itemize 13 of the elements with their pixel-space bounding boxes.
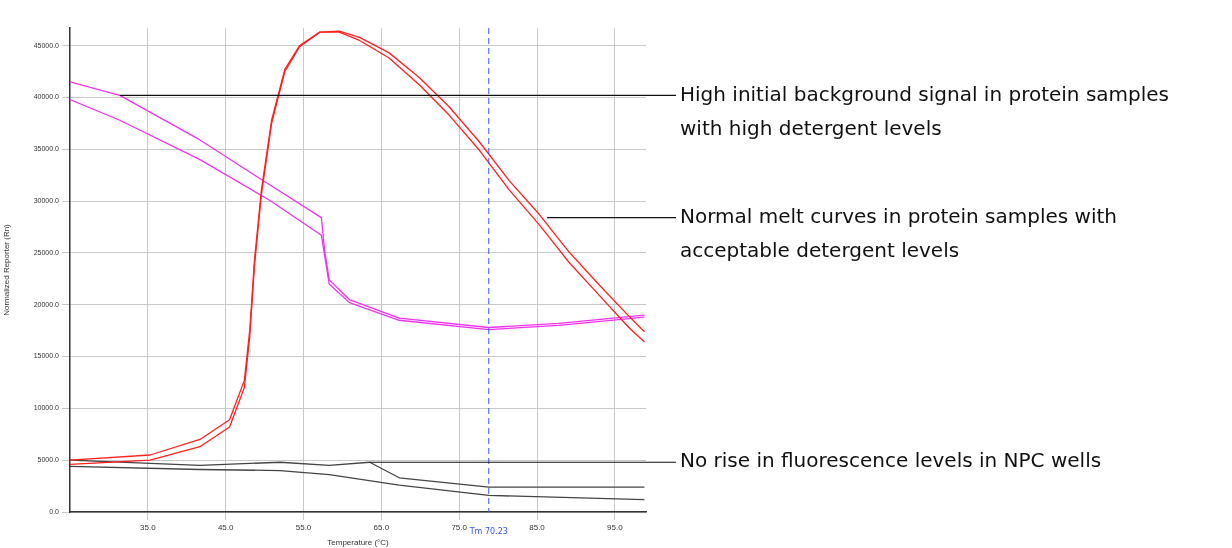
annotation: No rise in fluorescence levels in NPC wells	[680, 448, 1102, 473]
x-tick-label: 75.0	[451, 523, 468, 532]
x-tick-label: 95.0	[607, 523, 624, 532]
annotation: High initial background signal in protein samples with high detergent levels	[680, 81, 1170, 140]
y-axis-title: Normalized Reporter (Rn)	[2, 223, 11, 316]
x-tick-label: 85.0	[529, 523, 546, 532]
x-tick-label: 45.0	[217, 523, 235, 532]
x-tick-label: 35.0	[140, 523, 157, 532]
annotation: Normal melt curves in protein samples with acceptable detergent levels	[680, 203, 1118, 262]
ref-line-label: Tm 70.23	[468, 527, 508, 537]
x-axis-title: Temperature (°C)	[327, 538, 390, 548]
x-tick-label: 65.0	[373, 523, 390, 532]
x-tick-label: 55.0	[295, 523, 312, 532]
